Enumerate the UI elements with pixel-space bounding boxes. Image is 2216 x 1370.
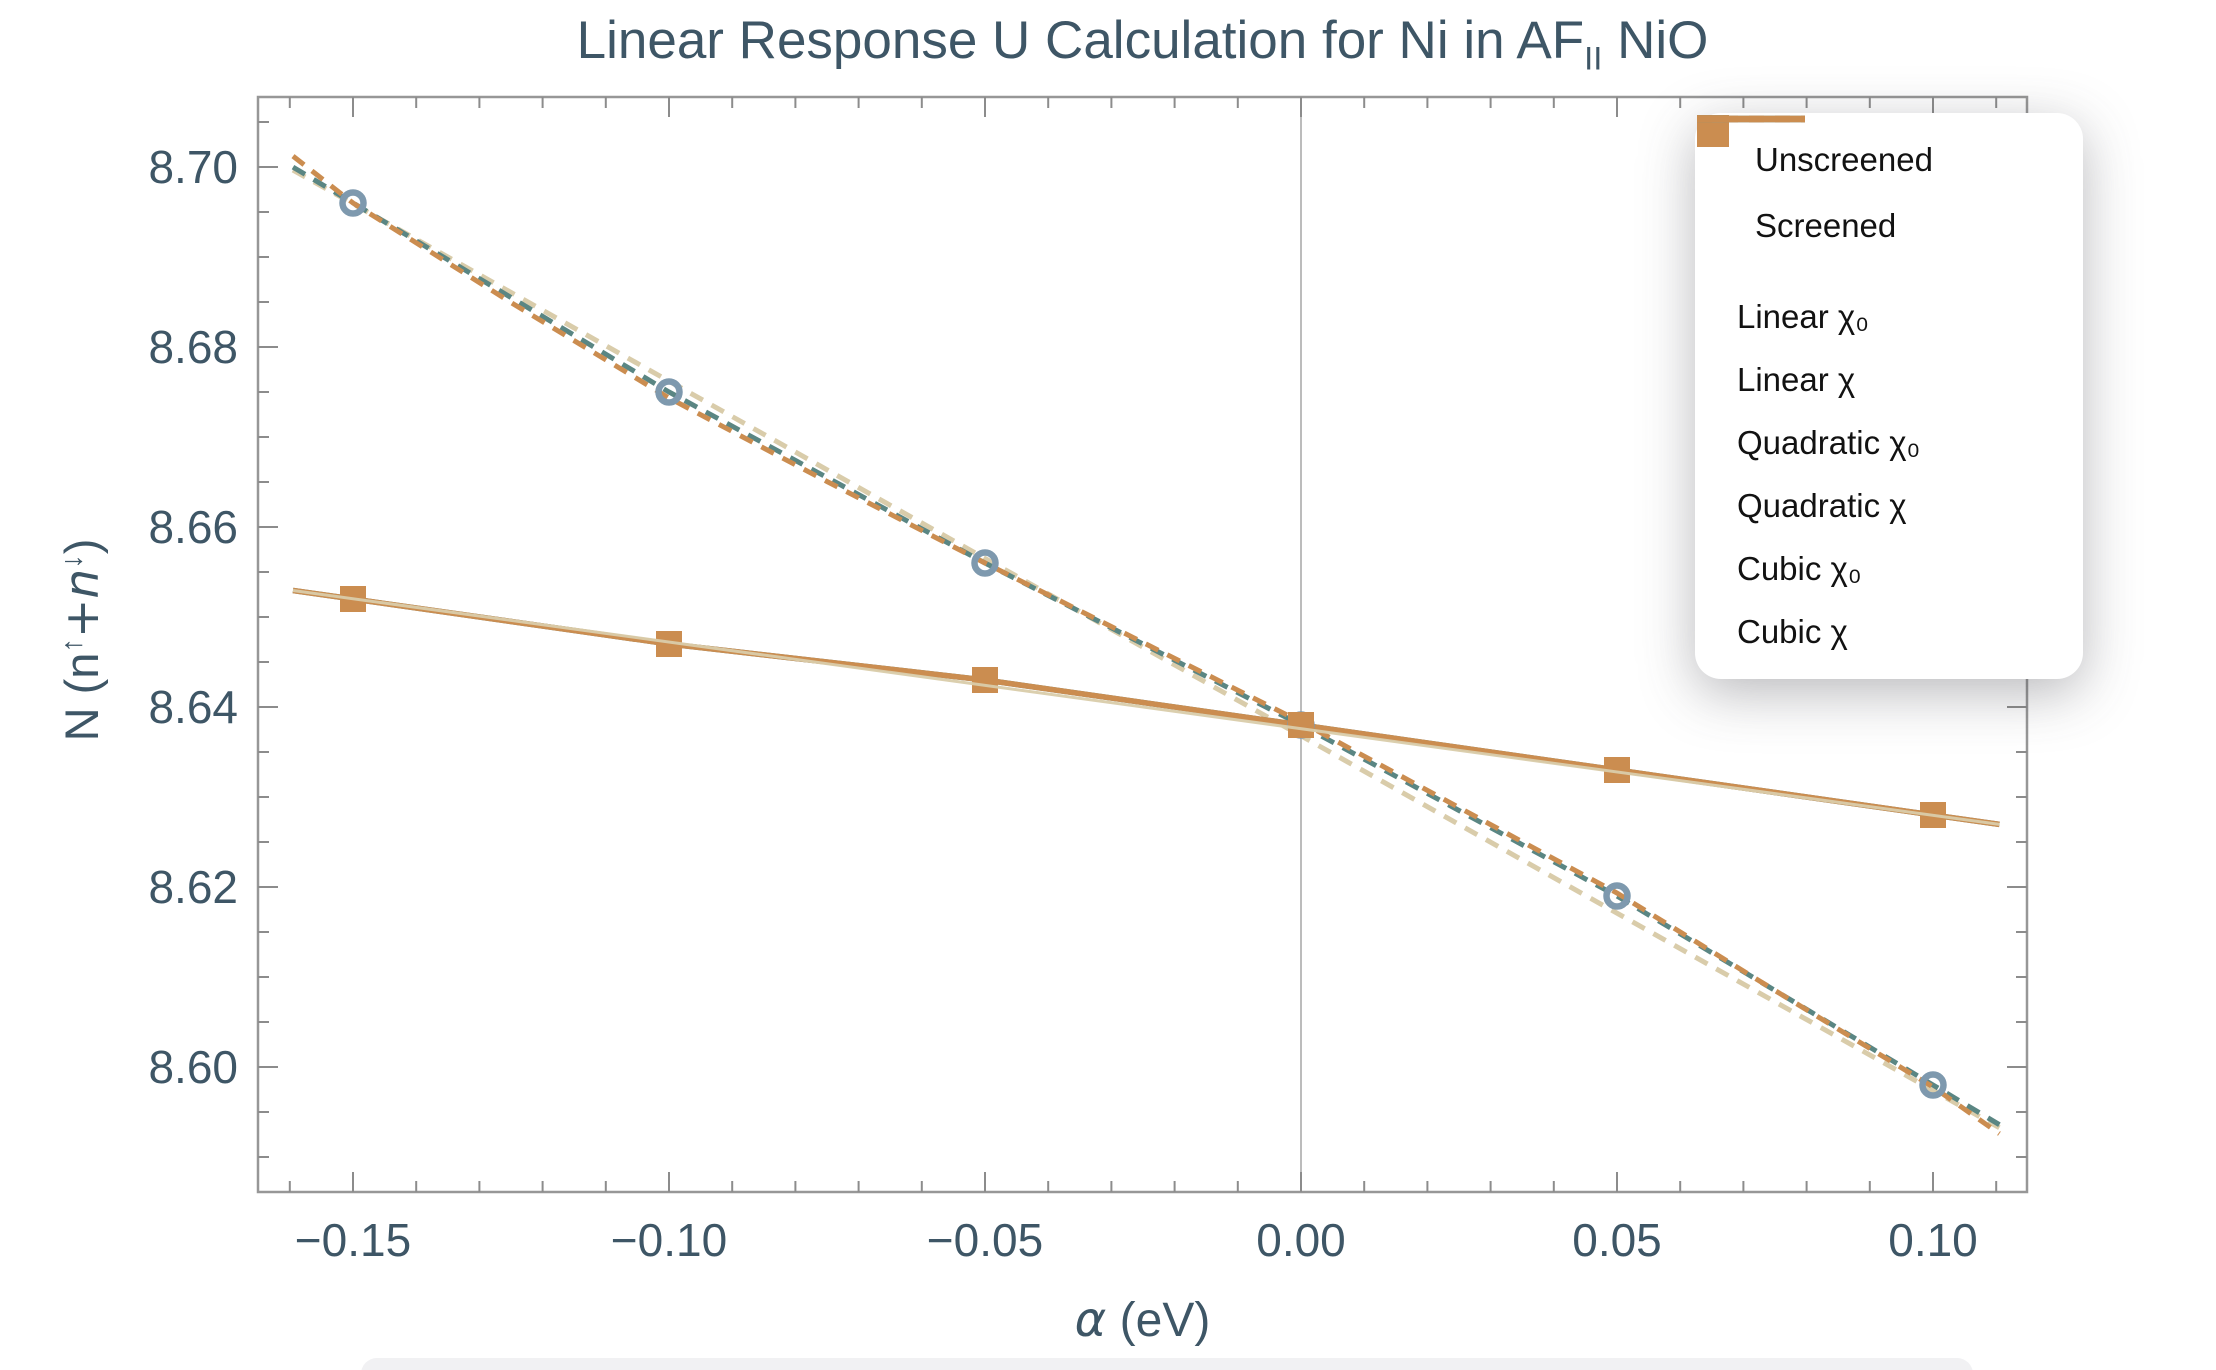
x-axis-label: α (eV)	[258, 1292, 2027, 1348]
y-tick-label: 8.64	[148, 681, 238, 733]
unscreened-point	[971, 549, 999, 577]
bottom-bar	[361, 1358, 1973, 1370]
alpha-symbol: α	[1074, 1292, 1107, 1348]
legend-group-spacer	[1695, 259, 2083, 285]
y-label-prefix: N (n	[55, 652, 108, 742]
unscreened-point	[655, 378, 683, 406]
legend-item-label: Quadratic χ	[1737, 486, 1907, 524]
x-tick-label: −0.05	[926, 1214, 1044, 1266]
legend-item-label: Cubic χ	[1737, 612, 1848, 650]
y-tick-label: 8.66	[148, 501, 238, 553]
legend-item-linear-: Linear χ₀	[1695, 115, 2083, 348]
legend-item-unscreened: Unscreened	[1695, 115, 2083, 193]
title-text: Linear Response U Calculation for Ni in …	[576, 11, 1585, 70]
x-tick-label: 0.10	[1888, 1214, 1978, 1266]
down-arrow-icon: ↓	[56, 554, 89, 569]
legend-item-label: Quadratic χ₀	[1737, 423, 1921, 461]
y-tick-label: 8.62	[148, 861, 238, 913]
y-tick-label: 8.60	[148, 1041, 238, 1093]
legend-item-linear-: Linear χ	[1695, 115, 2083, 411]
y-label-mid: +n	[55, 568, 110, 639]
title-subscript: II	[1584, 39, 1603, 77]
legend-item-label: Screened	[1755, 207, 1897, 244]
screened-point	[1288, 712, 1314, 738]
unscreened-point	[1603, 882, 1631, 910]
legend-item-cubic-: Cubic χ₀	[1695, 115, 2083, 600]
legend-item-label: Cubic χ₀	[1737, 549, 1862, 587]
unscreened-point	[339, 189, 367, 217]
title-suffix: NiO	[1602, 11, 1709, 70]
cubic-chi0-fit-line	[291, 154, 2001, 1136]
solid-line-sample-icon	[1697, 115, 1805, 123]
x-tick-label: 0.00	[1256, 1214, 1346, 1266]
linear-chi-fit-line	[292, 589, 2000, 826]
x-tick-label: 0.05	[1572, 1214, 1662, 1266]
unscreened-point	[1919, 1071, 1947, 1099]
legend-item-quadratic-: Quadratic χ₀	[1695, 115, 2083, 474]
screened-point	[972, 667, 998, 693]
legend-item-label: Linear χ	[1737, 360, 1856, 398]
y-label-suffix: )	[55, 538, 108, 555]
x-axis-unit: (eV)	[1106, 1294, 1211, 1347]
legend: Unscreened Screened Linear χ₀ Linear χ Quadr…	[1695, 113, 2083, 679]
legend-item-quadratic-: Quadratic χ	[1695, 115, 2083, 537]
legend-rows: Unscreened Screened Linear χ₀ Linear χ Quadr…	[1695, 115, 2083, 663]
y-tick-label: 8.70	[148, 141, 238, 193]
quadratic-chi0-fit-line	[291, 164, 2001, 1127]
y-axis-label: N (n↑+n↓)	[54, 539, 110, 742]
y-tick-label: 8.68	[148, 321, 238, 373]
legend-item-cubic-: Cubic χ	[1695, 115, 2083, 663]
legend-item-screened: Screened	[1695, 115, 2083, 259]
chart-title: Linear Response U Calculation for Ni in …	[258, 10, 2027, 78]
x-tick-label: −0.15	[294, 1214, 412, 1266]
up-arrow-icon: ↑	[56, 638, 89, 653]
legend-item-label: Unscreened	[1755, 141, 1933, 178]
x-tick-label: −0.10	[610, 1214, 728, 1266]
legend-item-label: Linear χ₀	[1737, 297, 1869, 335]
